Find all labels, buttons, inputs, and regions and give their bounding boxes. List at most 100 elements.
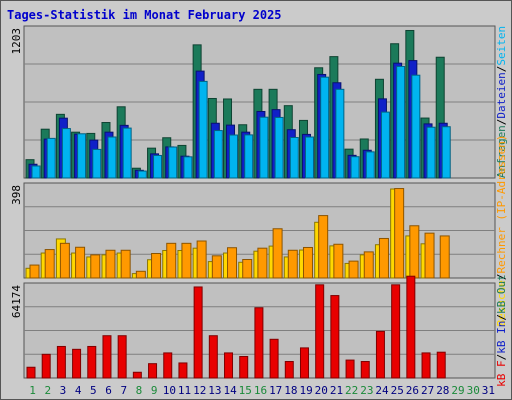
panel-2-bar-rechner-ip-adressen--day-8: [135, 270, 146, 279]
panel-2-bar-rechner-ip-adressen--day-13: [211, 255, 222, 279]
panel-1-bar-seiten-day-15: [244, 134, 254, 179]
panel-2-bar-rechner-ip-adressen--day-18: [287, 249, 298, 279]
panel-1-bar-seiten-day-8: [137, 170, 147, 179]
panel-3-bar-kb-f-day-28: [436, 351, 446, 379]
panel-1-bar-seiten-day-4: [77, 133, 87, 179]
x-axis-label-day-16: 16: [254, 384, 267, 397]
panel-1-legend-part-2: /: [495, 119, 508, 126]
panel-1-legend-part-1: Anfragen: [495, 125, 508, 178]
panel-1-bar-seiten-day-12: [198, 80, 208, 179]
panel-1-y-max-label: 1203: [10, 28, 23, 55]
panel-2-bar-rechner-ip-adressen--day-21: [333, 243, 344, 279]
panel-2-bar-rechner-ip-adressen--day-1: [29, 264, 40, 279]
panel-3-bar-kb-f-day-24: [375, 330, 385, 379]
panel-2-legend-part-2: /: [495, 274, 508, 281]
panel-2-bar-rechner-ip-adressen--day-14: [227, 247, 238, 279]
panel-1-bar-seiten-day-16: [259, 116, 269, 179]
panel-3-bar-kb-f-day-7: [117, 335, 127, 379]
panel-1-bar-seiten-day-19: [304, 136, 314, 179]
panel-2-bar-rechner-ip-adressen--day-7: [120, 249, 131, 279]
panel-3-bar-kb-f-day-22: [345, 359, 355, 379]
panel-3-bar-kb-f-day-13: [208, 335, 218, 379]
x-axis-label-day-28: 28: [436, 384, 449, 397]
x-axis-label-day-15: 15: [239, 384, 252, 397]
panel-2-y-max-label: 398: [10, 185, 23, 205]
panel-2-legend-part-3: Rechner (IP-Adressen): [495, 134, 508, 273]
x-axis-label-day-3: 3: [60, 384, 67, 397]
panel-1-bar-seiten-day-10: [168, 146, 178, 179]
panel-2-bar-rechner-ip-adressen--day-11: [181, 242, 192, 279]
panel-3-legend-part-5: kB Out: [495, 274, 508, 314]
panel-3-bar-kb-f-day-27: [421, 352, 431, 379]
panel-2-bar-rechner-ip-adressen--day-6: [105, 249, 116, 279]
x-axis-label-day-19: 19: [299, 384, 312, 397]
panel-2-legend-label: Besuche/Rechner (IP-Adressen): [495, 134, 508, 326]
panel-3-bar-kb-f-day-26: [406, 275, 416, 379]
panel-1-bar-seiten-day-2: [46, 137, 56, 179]
x-axis-label-day-21: 21: [330, 384, 343, 397]
panel-1-bar-seiten-day-24: [380, 111, 390, 179]
panel-1-bar-seiten-day-7: [122, 127, 132, 179]
panel-2-bar-rechner-ip-adressen--day-19: [302, 246, 313, 279]
panel-1-bar-seiten-day-20: [320, 76, 330, 179]
panel-2-bar-rechner-ip-adressen--day-25: [394, 188, 405, 279]
panel-1-bar-seiten-day-11: [183, 156, 193, 179]
panel-3-bar-kb-f-day-14: [224, 352, 234, 379]
panel-1-bar-seiten-day-6: [107, 136, 117, 179]
x-axis-label-day-29: 29: [451, 384, 464, 397]
x-axis-label-day-2: 2: [44, 384, 51, 397]
x-axis-label-day-6: 6: [105, 384, 112, 397]
x-axis-label-day-7: 7: [120, 384, 127, 397]
panel-3-bar-kb-f-day-2: [41, 353, 51, 379]
panel-1-bar-seiten-day-17: [274, 116, 284, 179]
panel-1-bar-seiten-day-3: [61, 128, 71, 179]
x-axis-label-day-23: 23: [360, 384, 373, 397]
panel-3-bar-kb-f-day-9: [148, 363, 158, 379]
panel-3-legend-part-4: /: [495, 314, 508, 321]
panel-2-bar-rechner-ip-adressen--day-17: [272, 228, 283, 279]
panel-2-bar-rechner-ip-adressen--day-28: [439, 235, 450, 279]
panel-1-legend-label: Anfragen/Dateien/Seiten: [495, 26, 508, 178]
panel-2-bar-rechner-ip-adressen--day-26: [409, 225, 420, 279]
x-axis-label-day-30: 30: [467, 384, 480, 397]
panel-1-bar-seiten-day-14: [229, 134, 239, 179]
panel-3-y-max-label: 64174: [10, 285, 23, 318]
x-axis-label-day-25: 25: [391, 384, 404, 397]
panel-3-legend-part-2: /: [495, 354, 508, 361]
x-axis-label-day-5: 5: [90, 384, 97, 397]
panel-1-bar-seiten-day-23: [365, 151, 375, 179]
panel-2-bar-rechner-ip-adressen--day-4: [75, 246, 86, 279]
panel-2-legend-part-1: Besuche: [495, 280, 508, 326]
x-axis-label-day-8: 8: [136, 384, 143, 397]
panel-3-bar-kb-f-day-17: [269, 338, 279, 379]
x-axis-label-day-18: 18: [284, 384, 297, 397]
panel-3-bar-kb-f-day-19: [299, 347, 309, 379]
x-axis-label-day-9: 9: [151, 384, 158, 397]
x-axis-label-day-20: 20: [315, 384, 328, 397]
panel-3-bar-kb-f-day-10: [163, 352, 173, 379]
panel-2-bar-rechner-ip-adressen--day-3: [59, 242, 70, 279]
panel-3-bar-kb-f-day-1: [26, 366, 36, 379]
panel-2-bar-rechner-ip-adressen--day-24: [378, 237, 389, 279]
panel-2-bar-rechner-ip-adressen--day-22: [348, 260, 359, 279]
panel-1-legend-part-3: Dateien: [495, 72, 508, 118]
panel-3-bar-kb-f-day-11: [178, 362, 188, 379]
panel-1-bar-seiten-day-25: [396, 65, 406, 179]
panel-1-legend-part-5: Seiten: [495, 26, 508, 66]
x-axis-label-day-17: 17: [269, 384, 282, 397]
panel-2-bar-rechner-ip-adressen--day-5: [90, 254, 101, 279]
x-axis-label-day-27: 27: [421, 384, 434, 397]
panel-2-bar-rechner-ip-adressen--day-23: [363, 251, 374, 279]
panel-2-bar-rechner-ip-adressen--day-15: [242, 259, 253, 279]
chart-title: Tages-Statistik im Monat February 2025: [7, 8, 282, 22]
panel-3-bar-kb-f-day-3: [56, 345, 66, 379]
panel-3-bar-kb-f-day-5: [87, 345, 97, 379]
x-axis-label-day-1: 1: [29, 384, 36, 397]
panel-2-bar-rechner-ip-adressen--day-20: [318, 215, 329, 279]
panel-2-bar-rechner-ip-adressen--day-16: [257, 247, 268, 279]
panel-1-bar-seiten-day-1: [31, 165, 41, 179]
panel-2-bar-rechner-ip-adressen--day-9: [151, 252, 162, 279]
panel-2-bar-rechner-ip-adressen--day-27: [424, 232, 435, 279]
